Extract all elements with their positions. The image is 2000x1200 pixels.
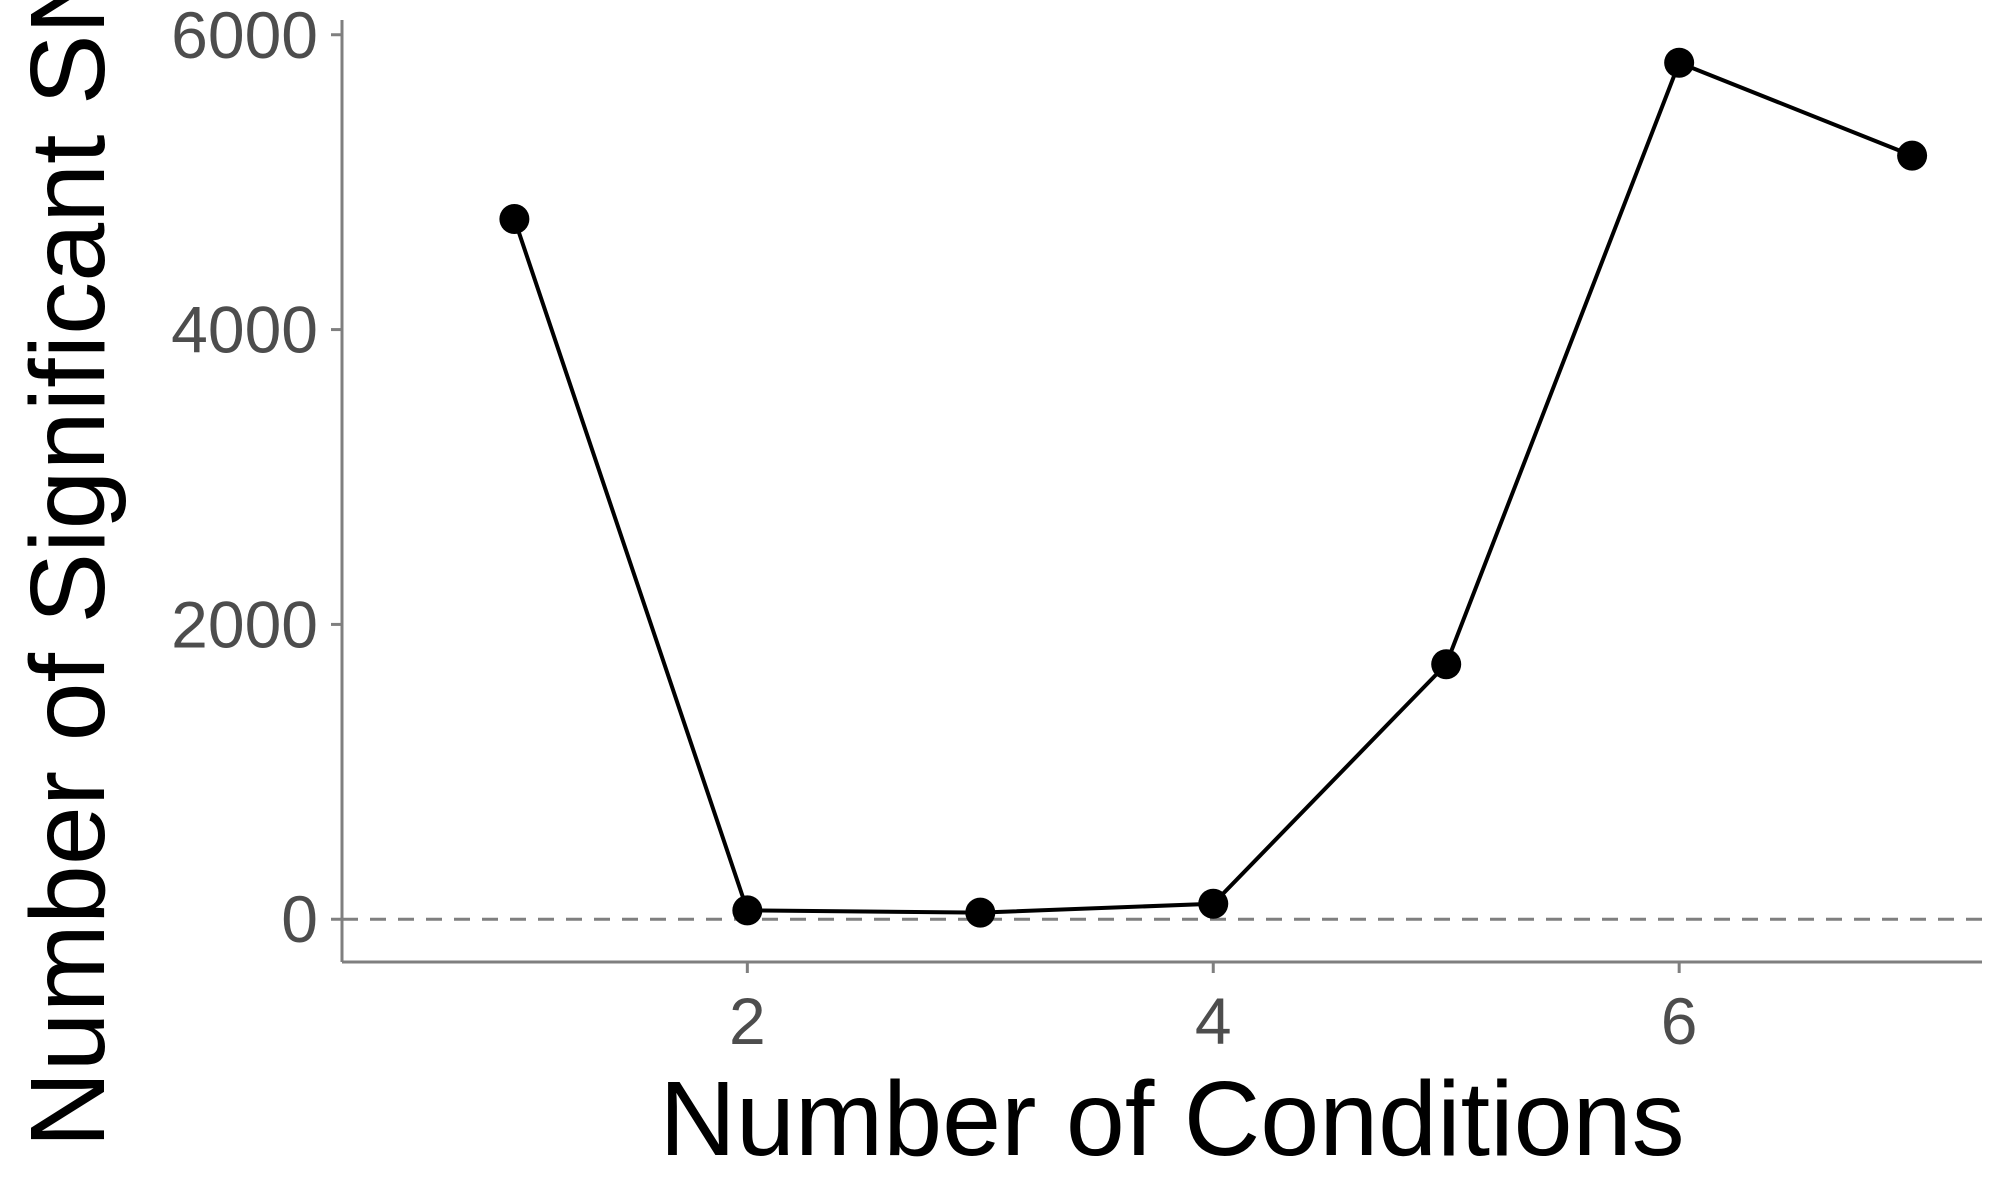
y-tick-label: 0 xyxy=(281,882,318,956)
data-point xyxy=(499,204,530,235)
x-tick-label: 4 xyxy=(1195,984,1232,1058)
y-axis-ticks: 0 2000 4000 6000 xyxy=(171,0,342,956)
data-point xyxy=(1198,888,1229,919)
data-point xyxy=(965,897,996,928)
y-tick-label: 4000 xyxy=(171,293,318,367)
series-line xyxy=(512,60,1913,915)
data-point xyxy=(1431,649,1462,680)
data-points xyxy=(499,47,1928,928)
x-tick-label: 2 xyxy=(729,984,766,1058)
axes xyxy=(340,20,1982,964)
x-axis-title: Number of Conditions xyxy=(659,1060,1684,1178)
y-tick-label: 6000 xyxy=(171,0,318,72)
data-point xyxy=(1664,47,1695,78)
y-tick-label: 2000 xyxy=(171,587,318,661)
y-axis-title: Number of Significant SNPs xyxy=(9,0,127,1148)
x-tick-label: 6 xyxy=(1661,984,1698,1058)
data-point xyxy=(732,895,763,926)
data-point xyxy=(1897,140,1928,171)
x-axis-ticks: 2 4 6 xyxy=(729,962,1698,1058)
